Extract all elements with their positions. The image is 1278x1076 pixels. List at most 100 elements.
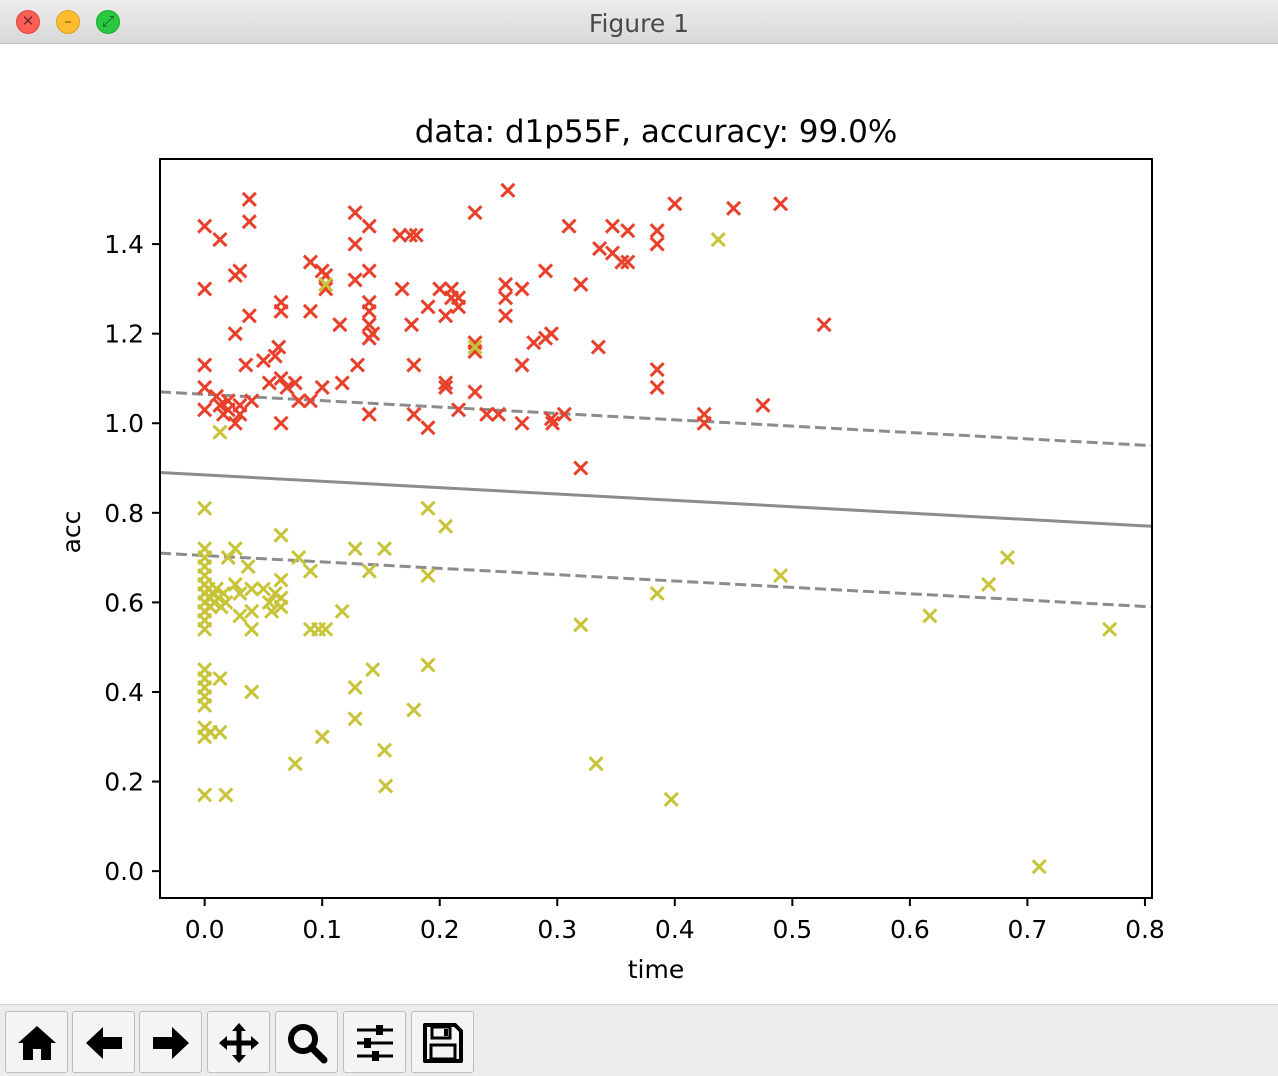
data-point-yellow (773, 567, 789, 584)
data-point-yellow (347, 679, 363, 696)
x-tick-label: 0.0 (185, 915, 225, 944)
y-tick-label: 0.2 (104, 768, 144, 797)
data-point-red (667, 196, 683, 212)
data-point-red (438, 308, 454, 324)
data-point-red (220, 402, 236, 418)
data-point-yellow (573, 617, 589, 633)
data-point-yellow (922, 608, 938, 624)
data-point-yellow (218, 787, 234, 803)
data-point-red (408, 227, 424, 243)
window-zoom-button[interactable]: ⤢ (96, 10, 120, 34)
data-point-red (406, 357, 422, 373)
y-tick-label: 1.0 (104, 409, 144, 438)
data-point-yellow (197, 500, 213, 516)
forward-button[interactable] (139, 1011, 202, 1073)
data-point-yellow (981, 576, 997, 593)
data-point-yellow (291, 550, 307, 566)
subplots-button[interactable] (343, 1011, 406, 1073)
data-point-yellow (302, 563, 319, 579)
data-point-yellow (264, 603, 280, 619)
home-icon (18, 1026, 56, 1060)
minimize-icon: – (64, 12, 72, 30)
data-point-red (537, 263, 554, 279)
y-tick-label: 0.8 (104, 499, 144, 528)
pan-button[interactable] (207, 1011, 270, 1073)
y-tick-label: 0.4 (104, 678, 144, 707)
pan-move-icon (219, 1023, 259, 1063)
x-tick-label: 0.1 (302, 915, 342, 944)
figure-canvas[interactable]: data: d1p55F, accuracy: 99.0% 0.0 0.1 0.2 0… (0, 44, 1278, 1004)
data-point-yellow (378, 778, 394, 794)
data-point-red (241, 191, 257, 207)
data-point-yellow (361, 563, 377, 579)
data-point-yellow (244, 621, 260, 637)
data-point-red (273, 303, 289, 319)
data-point-red (526, 335, 542, 351)
data-point-red (620, 254, 636, 270)
data-point-red (212, 232, 228, 248)
data-point-red (197, 281, 213, 297)
data-point-red (696, 415, 712, 431)
data-point-yellow (420, 567, 436, 584)
home-button[interactable] (5, 1011, 68, 1073)
data-point-yellow (273, 527, 289, 543)
data-point-red (279, 379, 295, 395)
y-tick-label: 1.2 (104, 320, 144, 349)
data-point-red (227, 326, 243, 342)
data-point-yellow (1102, 621, 1118, 637)
data-point-red (514, 357, 530, 373)
data-point-red (420, 299, 436, 315)
data-point-red (212, 397, 228, 413)
data-point-red (271, 339, 287, 355)
data-point-red (573, 460, 589, 476)
data-point-red (394, 281, 410, 297)
data-point-yellow (376, 742, 393, 758)
data-point-red (361, 406, 377, 422)
window-minimize-button[interactable]: – (56, 10, 80, 34)
data-point-red (450, 402, 467, 418)
data-point-yellow (273, 572, 289, 588)
data-point-yellow (227, 541, 243, 557)
data-point-red (467, 205, 483, 221)
data-point-red (432, 281, 448, 297)
data-point-yellow (420, 500, 436, 516)
data-point-red (755, 397, 771, 413)
data-point-red (349, 357, 366, 373)
data-point-yellow (197, 697, 213, 713)
data-point-yellow (197, 787, 213, 803)
decision-boundary-line (160, 471, 1152, 528)
window-title: Figure 1 (588, 9, 690, 38)
zoom-button[interactable] (275, 1011, 338, 1073)
data-point-yellow (334, 603, 350, 619)
back-button[interactable] (72, 1011, 135, 1073)
data-point-red (573, 276, 589, 292)
data-point-red (438, 379, 454, 395)
data-point-yellow (347, 541, 363, 557)
data-point-red (497, 308, 514, 324)
data-point-yellow (197, 621, 213, 637)
x-tick-label: 0.2 (420, 915, 460, 944)
data-point-red (273, 415, 289, 431)
window-close-button[interactable]: ✕ (16, 10, 40, 34)
data-point-red (267, 348, 283, 364)
x-tick-label: 0.6 (890, 915, 930, 944)
scatter-chart: data: d1p55F, accuracy: 99.0% 0.0 0.1 0.2 0… (57, 114, 1165, 984)
forward-arrow-icon (153, 1027, 189, 1059)
data-point-red (197, 379, 213, 395)
data-point-red (318, 281, 334, 297)
data-point-red (197, 402, 213, 418)
data-point-red (649, 223, 665, 239)
data-point-red (500, 182, 516, 198)
data-point-red (614, 254, 630, 270)
data-point-red (479, 406, 495, 422)
data-point-yellow (318, 276, 334, 292)
data-point-red (649, 379, 665, 395)
data-point-yellow (376, 541, 393, 557)
data-point-red (241, 214, 257, 230)
plot-frame (159, 158, 1153, 899)
data-point-red (604, 218, 621, 234)
data-point-red (302, 303, 319, 319)
y-tick-label: 0.6 (104, 588, 144, 617)
save-button[interactable] (411, 1011, 474, 1073)
data-point-yellow (287, 756, 303, 772)
